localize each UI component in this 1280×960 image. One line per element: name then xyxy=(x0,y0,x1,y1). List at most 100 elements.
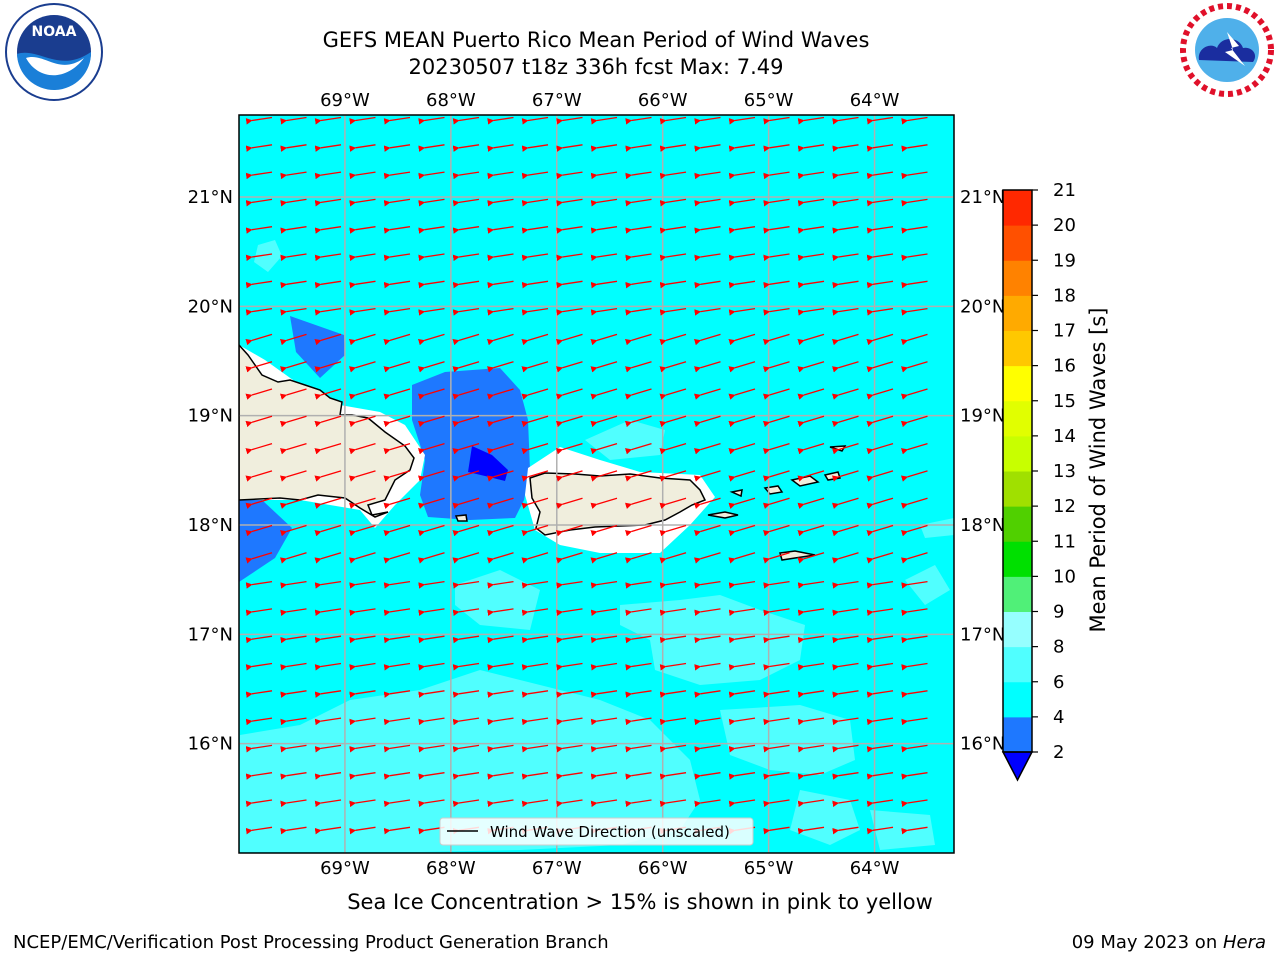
wave-direction-arrow xyxy=(624,333,652,346)
wave-direction-arrow xyxy=(452,442,480,455)
footer-date: 09 May 2023 on Hera xyxy=(1072,932,1266,953)
wave-direction-arrow xyxy=(486,524,514,537)
wave-direction-arrow xyxy=(314,144,342,152)
wave-direction-arrow xyxy=(245,280,273,289)
wave-direction-arrow xyxy=(486,497,514,509)
wave-direction-arrow xyxy=(866,772,894,780)
wave-direction-arrow xyxy=(556,307,583,316)
wave-direction-arrow xyxy=(348,361,376,373)
wave-direction-arrow xyxy=(590,144,618,152)
colorbar-segment xyxy=(1003,646,1032,683)
wave-direction-arrow xyxy=(694,280,721,289)
wave-direction-arrow xyxy=(418,253,445,262)
wave-direction-arrow xyxy=(486,442,514,455)
lon-tick-label: 67°W xyxy=(532,90,582,111)
wave-direction-arrow xyxy=(797,253,825,262)
wave-direction-arrow xyxy=(866,442,894,455)
wave-direction-arrow xyxy=(280,198,307,207)
wave-direction-arrow xyxy=(383,116,411,125)
colorbar-segment xyxy=(1003,365,1032,402)
lon-tick-label: 67°W xyxy=(532,858,582,879)
map-frame xyxy=(238,114,955,854)
colorbar-segment xyxy=(1003,330,1032,367)
wave-direction-arrow xyxy=(452,608,480,616)
wave-direction-arrow xyxy=(556,608,583,616)
wave-direction-arrow xyxy=(383,144,411,152)
wave-direction-arrow xyxy=(831,415,859,428)
wave-direction-arrow xyxy=(521,497,549,509)
wave-direction-arrow xyxy=(797,717,825,726)
wave-direction-arrow xyxy=(797,280,825,289)
wave-direction-arrow xyxy=(418,608,445,616)
wave-direction-arrow xyxy=(314,171,342,180)
wave-direction-arrow xyxy=(556,198,583,207)
wave-direction-arrow xyxy=(762,442,790,455)
wave-direction-arrow xyxy=(659,280,687,289)
lon-tick-label: 68°W xyxy=(426,858,476,879)
wave-direction-arrow xyxy=(349,171,376,180)
wave-direction-arrow xyxy=(383,608,411,616)
wave-direction-arrow xyxy=(418,198,445,207)
wave-direction-arrow xyxy=(486,470,514,482)
wave-direction-arrow xyxy=(728,717,756,726)
wave-direction-arrow xyxy=(831,361,859,373)
wave-direction-arrow xyxy=(280,580,307,589)
wave-direction-arrow xyxy=(556,253,583,262)
wave-direction-arrow xyxy=(280,744,307,753)
wave-direction-arrow xyxy=(383,226,411,234)
wave-direction-arrow xyxy=(452,333,480,346)
wave-direction-arrow xyxy=(693,497,721,509)
wave-direction-arrow xyxy=(348,497,376,509)
wave-direction-arrow xyxy=(866,662,894,671)
wave-direction-arrow xyxy=(521,470,549,482)
wave-direction-arrow xyxy=(452,280,480,289)
wave-direction-arrow xyxy=(659,116,687,125)
wave-direction-arrow xyxy=(693,415,721,428)
wave-direction-arrow xyxy=(314,116,342,125)
wave-direction-arrow xyxy=(625,307,652,316)
wave-direction-arrow xyxy=(625,690,652,698)
wave-direction-arrow xyxy=(728,442,756,455)
wave-direction-arrow xyxy=(832,635,859,644)
wave-direction-arrow xyxy=(763,144,790,152)
wave-direction-arrow xyxy=(349,144,376,152)
noaa-logo: NOAA xyxy=(5,3,103,101)
wave-direction-arrow xyxy=(797,442,825,455)
wave-direction-arrow xyxy=(349,772,376,780)
wave-direction-arrow xyxy=(763,280,790,289)
wave-direction-arrow xyxy=(901,799,928,808)
wave-direction-arrow xyxy=(383,307,411,316)
wave-direction-arrow xyxy=(625,226,652,234)
wave-direction-arrow xyxy=(556,744,583,753)
culebra xyxy=(729,489,743,498)
wave-direction-arrow xyxy=(659,717,687,726)
wave-direction-arrow xyxy=(245,497,273,509)
wave-direction-arrow xyxy=(555,442,583,455)
wave-direction-arrow xyxy=(693,524,721,537)
wave-direction-arrow xyxy=(521,171,549,180)
wave-direction-arrow xyxy=(590,171,618,180)
wave-direction-arrow xyxy=(314,772,342,780)
wave-direction-arrow xyxy=(280,799,307,808)
wave-direction-arrow xyxy=(832,608,859,616)
wave-direction-arrow xyxy=(418,280,445,289)
wave-direction-arrow xyxy=(797,635,825,644)
wave-direction-arrow xyxy=(797,144,825,152)
map-panel xyxy=(239,115,954,853)
wave-direction-arrow xyxy=(486,333,514,346)
wave-direction-arrow xyxy=(348,442,376,455)
wave-direction-arrow xyxy=(245,442,273,455)
wave-direction-arrow xyxy=(383,253,411,262)
wave-direction-arrow xyxy=(728,307,756,316)
wave-direction-arrow xyxy=(521,717,549,726)
lat-tick-label: 21°N xyxy=(960,187,1005,208)
wave-direction-arrow xyxy=(866,690,894,698)
lat-tick-label: 21°N xyxy=(188,187,233,208)
wave-direction-arrow xyxy=(418,717,445,726)
wave-direction-arrow xyxy=(487,608,514,616)
wave-direction-arrow xyxy=(314,253,342,262)
wave-direction-arrow xyxy=(832,717,859,726)
wave-direction-arrow xyxy=(625,744,652,753)
wave-direction-arrow xyxy=(866,552,894,564)
wave-direction-arrow xyxy=(417,442,445,455)
